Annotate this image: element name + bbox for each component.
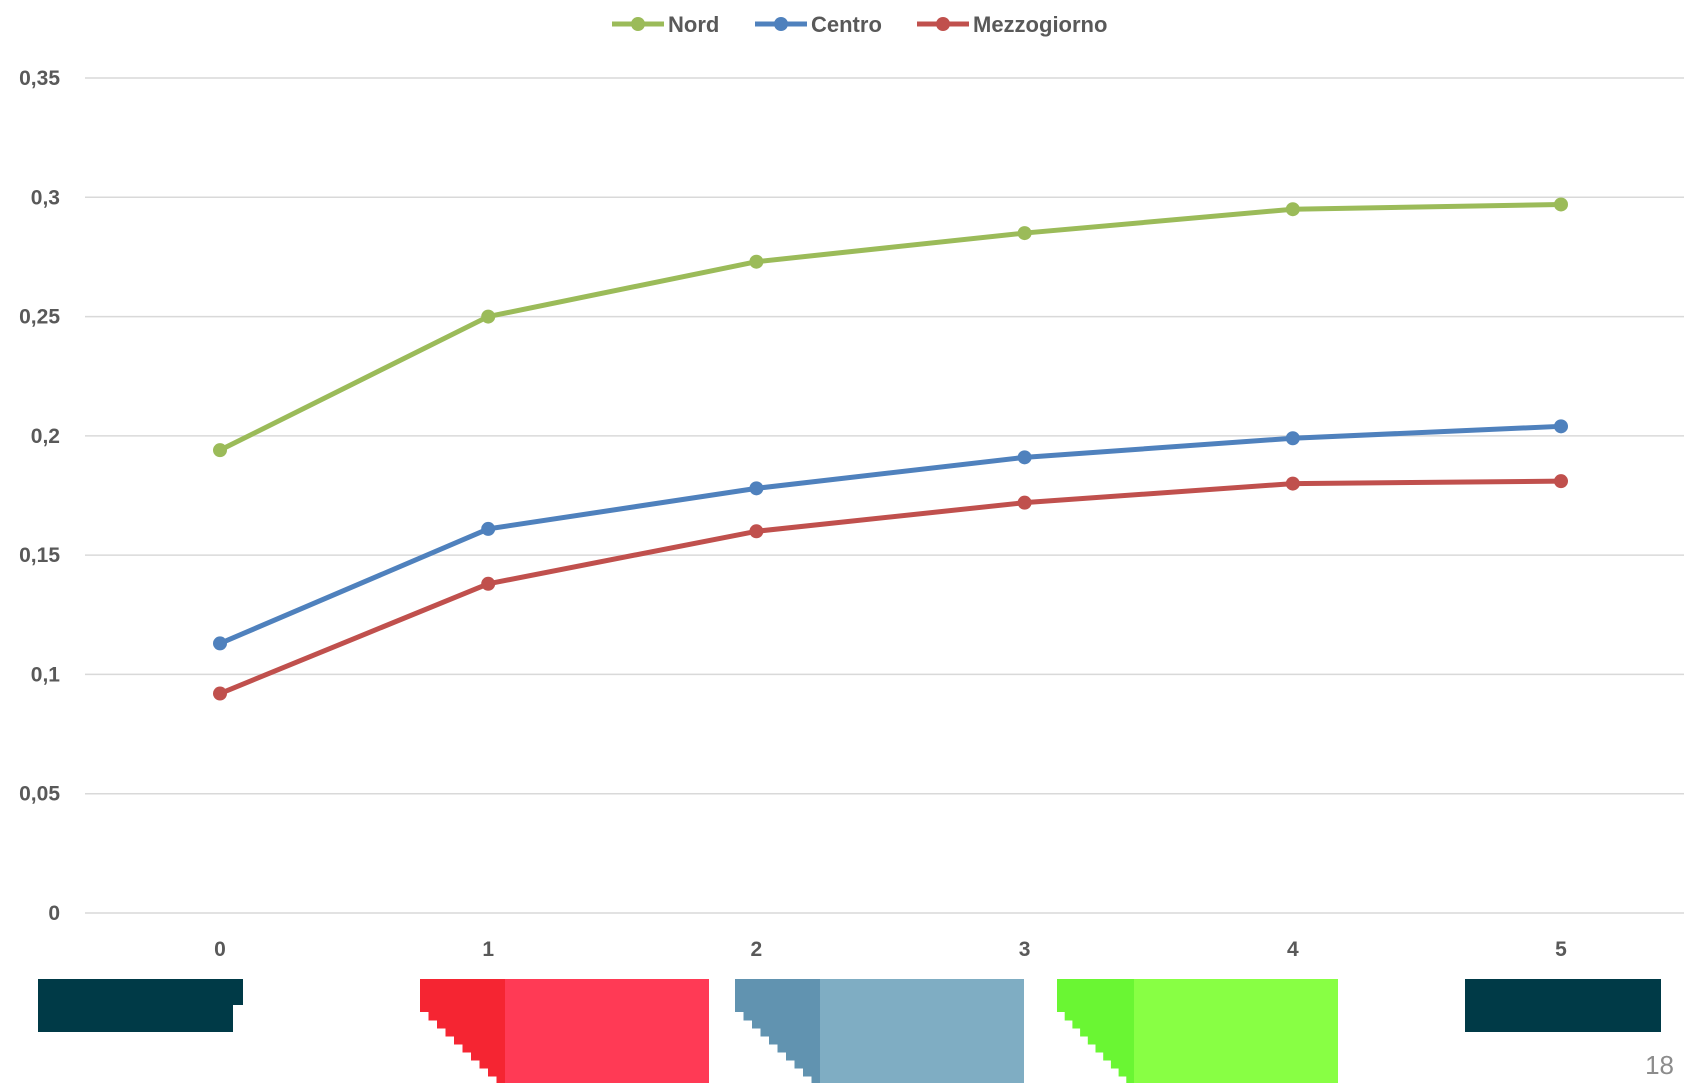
data-point-mezzogiorno — [749, 524, 764, 539]
legend: Nord Centro Mezzogiorno — [612, 12, 1107, 37]
blue-block — [735, 979, 1024, 1083]
data-point-centro — [1554, 419, 1568, 434]
data-point-mezzogiorno — [1554, 474, 1568, 489]
data-point-mezzogiorno — [213, 686, 227, 701]
y-tick-label: 0,3 — [31, 186, 60, 209]
grid — [85, 77, 1684, 914]
y-tick-label: 0,35 — [19, 67, 60, 90]
green-block-step — [1103, 1052, 1134, 1061]
dark-block-right — [1465, 979, 1661, 1032]
green-block — [1057, 979, 1338, 1083]
x-tick-label: 4 — [1287, 938, 1299, 961]
red-block-step — [437, 1020, 505, 1029]
blue-block-step — [811, 1076, 820, 1083]
red-block-step — [496, 1076, 505, 1083]
legend-marker-mezzogiorno — [936, 17, 950, 31]
blue-block-step — [760, 1028, 820, 1037]
blue-block-step — [803, 1068, 820, 1077]
x-tick-label: 5 — [1555, 938, 1567, 961]
green-block-step — [1087, 1036, 1134, 1045]
series-line-mezzogiorno — [217, 478, 1564, 697]
data-point-centro — [481, 521, 496, 536]
red-block-main — [505, 979, 709, 1083]
legend-label-centro: Centro — [811, 12, 882, 37]
red-block — [420, 979, 709, 1083]
data-point-nord — [481, 309, 496, 324]
legend-label-nord: Nord — [668, 12, 719, 37]
red-block-step — [454, 1036, 505, 1045]
data-point-centro — [1017, 450, 1032, 465]
red-block-step — [428, 1012, 505, 1021]
green-block-shade — [1057, 979, 1134, 1012]
data-point-centro — [1285, 431, 1300, 446]
blue-block-main — [820, 979, 1024, 1083]
series-group — [213, 197, 1568, 701]
data-point-centro — [213, 636, 227, 651]
y-tick-label: 0,05 — [19, 783, 60, 806]
dark-block-left — [38, 979, 243, 1005]
green-block-step — [1080, 1028, 1134, 1037]
page-number: 18 — [1645, 1050, 1674, 1080]
legend-label-mezzogiorno: Mezzogiorno — [973, 12, 1107, 37]
red-block-step — [445, 1028, 505, 1037]
x-tick-label: 1 — [482, 938, 494, 961]
data-point-nord — [1285, 202, 1300, 217]
legend-marker-nord — [631, 17, 645, 31]
blue-block-step — [786, 1052, 820, 1061]
y-axis: 0 0,05 0,1 0,15 0,2 0,25 0,3 0,35 — [19, 67, 60, 925]
x-tick-label: 2 — [751, 938, 763, 961]
blue-block-step — [769, 1036, 820, 1045]
blue-block-step — [752, 1020, 820, 1029]
red-block-shade — [420, 979, 505, 1012]
series-line-nord — [217, 201, 1564, 453]
footer-decoration — [38, 979, 1661, 1083]
green-block-step — [1118, 1068, 1134, 1077]
data-point-nord — [1554, 197, 1568, 212]
red-block-step — [488, 1068, 505, 1077]
series-line-centro — [217, 423, 1564, 646]
y-tick-label: 0 — [48, 902, 60, 925]
data-point-mezzogiorno — [1017, 495, 1032, 510]
x-axis: 0 1 2 3 4 5 — [214, 938, 1567, 961]
green-block-step — [1072, 1020, 1134, 1029]
green-block-step — [1064, 1012, 1134, 1021]
red-block-step — [471, 1052, 505, 1061]
data-point-nord — [749, 254, 764, 269]
data-point-nord — [1017, 226, 1032, 241]
dark-block-left-lower — [38, 1005, 233, 1032]
legend-marker-centro — [774, 17, 788, 31]
green-block-step — [1126, 1076, 1134, 1083]
data-point-nord — [213, 443, 227, 458]
y-tick-label: 0,2 — [31, 425, 60, 448]
y-tick-label: 0,1 — [31, 663, 61, 686]
data-point-centro — [749, 481, 764, 496]
y-tick-label: 0,15 — [19, 544, 60, 567]
blue-block-step — [794, 1060, 820, 1069]
blue-block-step — [777, 1044, 820, 1053]
x-tick-label: 0 — [214, 938, 226, 961]
green-block-main — [1134, 979, 1338, 1083]
blue-block-shade — [735, 979, 820, 1012]
data-point-mezzogiorno — [481, 576, 496, 591]
blue-block-step — [743, 1012, 820, 1021]
green-block-step — [1095, 1044, 1134, 1053]
x-tick-label: 3 — [1019, 938, 1031, 961]
y-tick-label: 0,25 — [19, 306, 60, 329]
green-block-step — [1110, 1060, 1134, 1069]
red-block-step — [462, 1044, 505, 1053]
data-point-mezzogiorno — [1285, 476, 1300, 491]
red-block-step — [479, 1060, 505, 1069]
